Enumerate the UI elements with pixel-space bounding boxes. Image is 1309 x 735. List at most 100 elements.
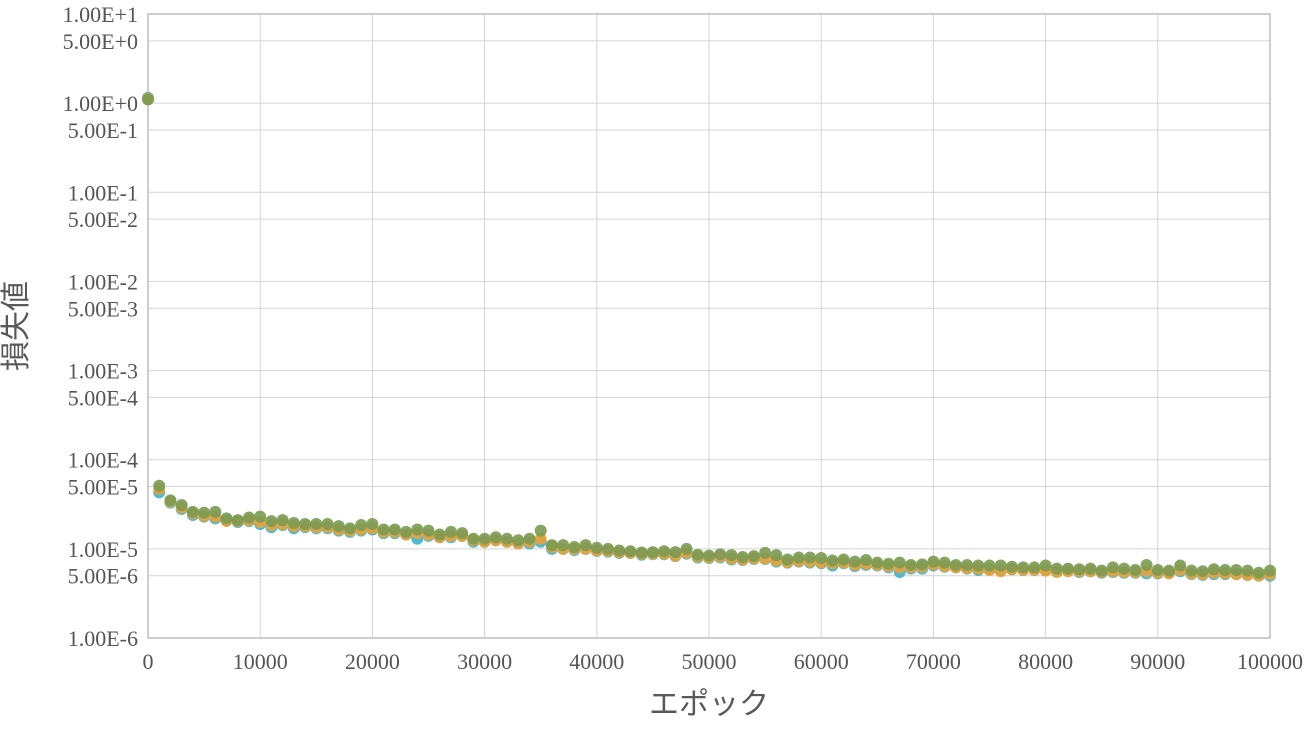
x-tick-label: 40000: [569, 649, 624, 674]
data-point: [882, 557, 895, 570]
y-tick-label: 5.00E-6: [68, 564, 138, 589]
data-point: [310, 518, 323, 531]
data-point: [321, 518, 334, 531]
data-point: [904, 558, 917, 571]
data-point: [646, 546, 659, 559]
data-point: [1039, 559, 1052, 572]
data-point: [456, 527, 469, 540]
data-point: [1005, 560, 1018, 573]
y-tick-label: 5.00E-1: [68, 118, 138, 143]
data-point: [1196, 565, 1209, 578]
data-point: [837, 553, 850, 566]
data-point: [299, 518, 312, 531]
x-tick-label: 70000: [906, 649, 961, 674]
data-point: [265, 515, 278, 528]
data-point: [422, 524, 435, 537]
data-point: [736, 551, 749, 564]
data-point: [1230, 563, 1243, 576]
x-tick-label: 50000: [682, 649, 737, 674]
data-point: [1264, 564, 1276, 577]
data-point: [400, 525, 413, 538]
data-point: [1219, 563, 1232, 576]
data-point: [759, 546, 772, 559]
data-point: [624, 545, 637, 558]
data-point: [545, 539, 558, 552]
data-point: [153, 479, 166, 492]
data-point: [366, 518, 379, 531]
data-point: [523, 532, 536, 545]
data-point: [1106, 561, 1119, 574]
y-tick-label: 1.00E-2: [68, 269, 138, 294]
data-point: [1140, 558, 1153, 571]
x-tick-label: 20000: [345, 649, 400, 674]
y-tick-label: 5.00E+0: [63, 29, 138, 54]
data-point: [198, 506, 211, 519]
data-point: [658, 545, 671, 558]
data-point: [1174, 559, 1187, 572]
data-point: [961, 558, 974, 571]
y-axis-title: 損失値: [0, 281, 34, 371]
data-point: [343, 522, 356, 535]
data-point: [938, 556, 951, 569]
data-point: [489, 531, 502, 544]
data-point: [411, 523, 424, 536]
data-point: [433, 528, 446, 541]
plot-area-frame: [147, 13, 1271, 639]
data-point: [287, 517, 300, 530]
x-tick-label: 60000: [794, 649, 849, 674]
data-point: [826, 554, 839, 567]
y-tick-label: 5.00E-5: [68, 475, 138, 500]
y-tick-label: 1.00E-3: [68, 359, 138, 384]
data-point: [220, 512, 233, 525]
y-tick-label: 1.00E-4: [68, 448, 138, 473]
data-point: [231, 514, 244, 527]
y-tick-label: 5.00E-4: [68, 385, 138, 410]
x-tick-label: 0: [143, 649, 154, 674]
y-tick-label: 1.00E-5: [68, 537, 138, 562]
data-point: [747, 550, 760, 563]
data-point: [388, 523, 401, 536]
x-tick-label: 80000: [1018, 649, 1073, 674]
x-tick-label: 100000: [1237, 649, 1303, 674]
data-point: [602, 542, 615, 555]
y-axis-tick-labels: 1.00E+15.00E+01.00E+05.00E-11.00E-15.00E…: [63, 2, 138, 651]
data-point: [703, 549, 715, 562]
data-point: [209, 505, 222, 518]
data-point: [276, 514, 289, 527]
y-tick-label: 1.00E+1: [63, 2, 138, 27]
y-tick-label: 5.00E-2: [68, 207, 138, 232]
data-points: [142, 91, 1276, 582]
data-point: [635, 546, 648, 559]
data-point: [927, 555, 940, 568]
x-axis-tick-labels: 0 10000 20000 30000 40000 50000 60000 70000 8000…: [143, 649, 1304, 674]
data-point: [893, 556, 906, 569]
data-point: [770, 549, 783, 562]
data-point: [815, 551, 828, 564]
data-point: [332, 520, 345, 533]
data-point: [1151, 563, 1164, 576]
data-point: [142, 93, 154, 106]
data-point: [175, 499, 188, 512]
data-point: [590, 541, 603, 554]
data-point: [1185, 564, 1198, 577]
data-point: [467, 532, 480, 545]
data-point: [714, 548, 727, 561]
x-axis-title: エポック: [649, 687, 769, 722]
x-tick-label: 10000: [233, 649, 288, 674]
data-point: [994, 559, 1007, 572]
data-point: [949, 558, 962, 571]
data-point: [1050, 562, 1063, 575]
data-point: [1241, 564, 1254, 577]
data-point: [501, 532, 514, 545]
y-tick-label: 1.00E-1: [68, 180, 138, 205]
data-point: [680, 542, 693, 555]
data-point: [478, 532, 491, 545]
data-point: [691, 548, 704, 561]
data-point: [254, 510, 267, 523]
data-point: [871, 556, 884, 569]
data-point: [377, 523, 390, 536]
data-point: [1207, 563, 1220, 576]
data-point: [557, 539, 570, 552]
data-point: [1095, 564, 1108, 577]
data-point: [613, 544, 626, 557]
